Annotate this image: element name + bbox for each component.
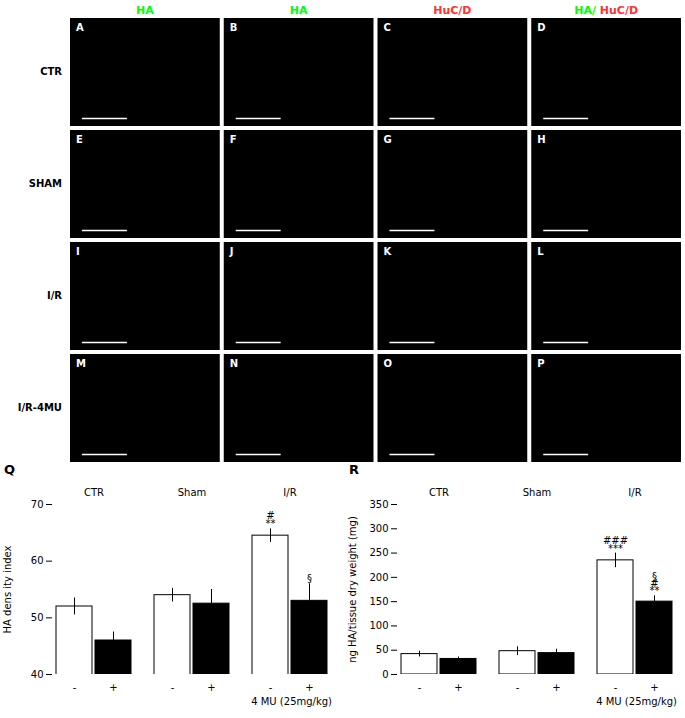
svg-text:50: 50 xyxy=(31,612,44,623)
html-text:4 MU (25mg/kg): 4 MU (25mg/kg) xyxy=(596,696,677,707)
svg-text:E: E xyxy=(76,134,83,145)
svg-text:P: P xyxy=(537,358,544,369)
html-text:4 MU (25mg/kg): 4 MU (25mg/kg) xyxy=(251,696,332,707)
svg-text:50: 50 xyxy=(376,644,389,655)
svg-text:-: - xyxy=(73,682,77,693)
svg-text:#: # xyxy=(266,510,274,521)
svg-text:HA: HA xyxy=(290,4,308,17)
svg-text:F: F xyxy=(230,134,237,145)
svg-text:0: 0 xyxy=(382,669,388,680)
svg-text:I: I xyxy=(76,246,80,257)
svg-text:§: § xyxy=(307,573,312,584)
svg-text:L: L xyxy=(537,246,544,257)
svg-text:200: 200 xyxy=(369,572,388,583)
html-text:Q: Q xyxy=(4,462,16,477)
svg-text:+: + xyxy=(454,682,462,693)
svg-text:A: A xyxy=(76,22,84,33)
svg-text:+: + xyxy=(552,682,560,693)
svg-text:350: 350 xyxy=(369,499,388,510)
svg-text:CTR: CTR xyxy=(84,487,104,498)
svg-text:100: 100 xyxy=(369,620,388,631)
svg-text:I/R: I/R xyxy=(47,290,62,301)
svg-text:150: 150 xyxy=(369,596,388,607)
svg-text:O: O xyxy=(384,358,393,369)
svg-text:+: + xyxy=(305,682,313,693)
svg-text:250: 250 xyxy=(369,547,388,558)
svg-text:40: 40 xyxy=(31,669,44,680)
svg-text:HA/ HuC/D: HA/ HuC/D xyxy=(574,4,638,17)
svg-text:+: + xyxy=(650,682,658,693)
svg-text:H: H xyxy=(537,134,545,145)
svg-text:C: C xyxy=(384,22,391,33)
svg-text:+: + xyxy=(109,682,117,693)
svg-text:-: - xyxy=(516,682,520,693)
svg-text:I/R: I/R xyxy=(283,487,296,498)
svg-text:Sham: Sham xyxy=(523,487,552,498)
svg-text:300: 300 xyxy=(369,523,388,534)
svg-text:HA: HA xyxy=(136,4,154,17)
svg-text:D: D xyxy=(537,22,545,33)
svg-text:ng HA/tissue dry weight (mg): ng HA/tissue dry weight (mg) xyxy=(347,516,358,663)
html-text:R: R xyxy=(349,462,359,477)
svg-text:-: - xyxy=(171,682,175,693)
svg-text:N: N xyxy=(230,358,238,369)
svg-text:M: M xyxy=(76,358,86,369)
svg-text:§: § xyxy=(652,571,657,582)
svg-text:HuC/D: HuC/D xyxy=(433,4,471,17)
svg-text:CTR: CTR xyxy=(429,487,449,498)
svg-text:+: + xyxy=(207,682,215,693)
svg-text:B: B xyxy=(230,22,238,33)
svg-text:G: G xyxy=(384,134,392,145)
svg-text:CTR: CTR xyxy=(40,66,62,77)
svg-text:60: 60 xyxy=(31,555,44,566)
svg-text:J: J xyxy=(229,246,234,257)
svg-text:70: 70 xyxy=(31,499,44,510)
svg-text:-: - xyxy=(614,682,618,693)
svg-text:SHAM: SHAM xyxy=(29,178,62,189)
svg-text:I/R: I/R xyxy=(628,487,641,498)
svg-text:Sham: Sham xyxy=(178,487,207,498)
svg-text:-: - xyxy=(418,682,422,693)
svg-text:I/R-4MU: I/R-4MU xyxy=(18,402,62,413)
svg-text:###: ### xyxy=(603,535,628,546)
svg-text:-: - xyxy=(269,682,273,693)
svg-text:K: K xyxy=(384,246,393,257)
svg-text:HA dens ity index: HA dens ity index xyxy=(2,545,13,633)
